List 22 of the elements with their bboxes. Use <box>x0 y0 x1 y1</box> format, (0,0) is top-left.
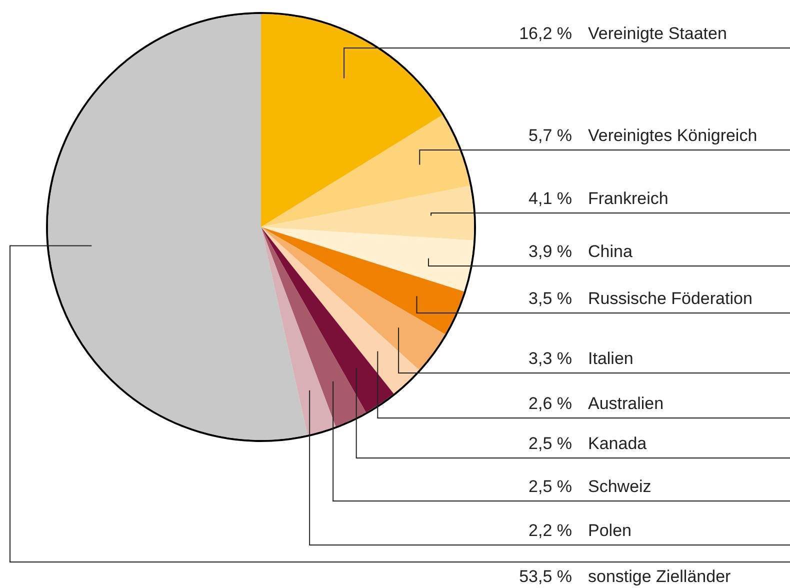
data-label: 5,7 % <box>528 126 572 145</box>
slice-label: sonstige Zielländer <box>588 567 732 586</box>
data-label: 53,5 % <box>519 567 572 586</box>
slice-label: Polen <box>588 521 632 540</box>
data-label: 4,1 % <box>528 189 572 208</box>
slice-label: Australien <box>588 394 664 413</box>
slice-label: Vereinigte Staaten <box>588 24 727 43</box>
data-label: 2,2 % <box>528 521 572 540</box>
slice-label: Vereinigtes Königreich <box>588 126 758 145</box>
data-label: 2,6 % <box>528 394 572 413</box>
data-label: 3,5 % <box>528 289 572 308</box>
slice-label: Schweiz <box>588 477 652 496</box>
slice-label: Italien <box>588 349 634 368</box>
data-label: 2,5 % <box>528 434 572 453</box>
data-label: 3,9 % <box>528 242 572 261</box>
data-label: 3,3 % <box>528 349 572 368</box>
slice-label: Kanada <box>588 434 648 453</box>
slice-label: Frankreich <box>588 189 668 208</box>
slice-label: China <box>588 242 633 261</box>
data-label: 2,5 % <box>528 477 572 496</box>
slice-label: Russische Föderation <box>588 289 752 308</box>
data-label: 16,2 % <box>519 24 572 43</box>
